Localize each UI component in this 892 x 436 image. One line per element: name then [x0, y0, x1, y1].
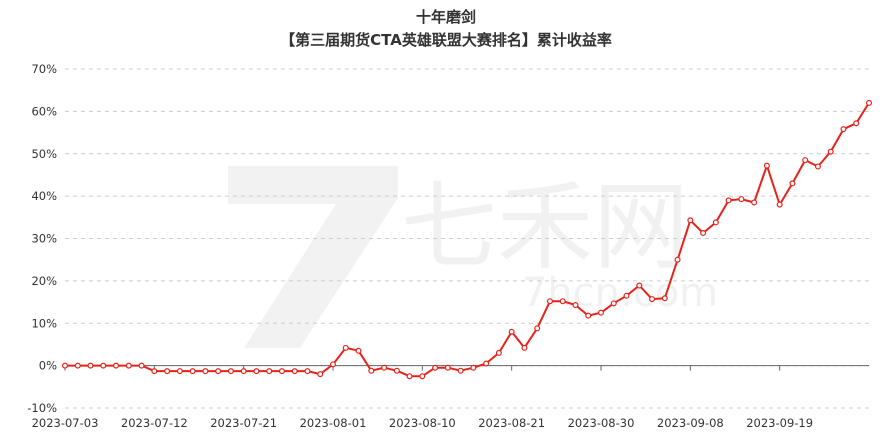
data-point[interactable] — [215, 368, 222, 375]
data-point[interactable] — [636, 282, 643, 289]
data-point[interactable] — [546, 298, 553, 305]
data-point[interactable] — [151, 368, 158, 375]
data-point[interactable] — [802, 157, 809, 164]
series-line — [65, 102, 870, 378]
data-point[interactable] — [712, 219, 719, 226]
data-point[interactable] — [508, 328, 515, 335]
data-point[interactable] — [610, 300, 617, 307]
x-axis: 2023-07-03 2023-07-12 2023-07-21 2023-08-01… — [32, 365, 869, 430]
data-point[interactable] — [381, 364, 388, 371]
data-point[interactable] — [432, 364, 439, 371]
y-tick-label: 20% — [31, 274, 57, 288]
data-point[interactable] — [789, 180, 796, 187]
data-point[interactable] — [534, 325, 541, 332]
data-point[interactable] — [253, 368, 260, 375]
y-tick-label: 30% — [31, 232, 57, 246]
data-point[interactable] — [470, 364, 477, 371]
data-point[interactable] — [700, 229, 707, 236]
data-point[interactable] — [840, 126, 847, 133]
watermark-url: 7hcn.com — [522, 270, 718, 316]
data-point[interactable] — [189, 368, 196, 375]
data-point[interactable] — [125, 362, 132, 369]
data-point[interactable] — [164, 368, 171, 375]
data-point[interactable] — [776, 201, 783, 208]
watermark: 七禾网 7hcn.com — [228, 166, 718, 348]
x-tick-label: 2023-08-30 — [568, 416, 635, 430]
data-point[interactable] — [100, 362, 107, 369]
data-point[interactable] — [738, 196, 745, 203]
x-tick-label: 2023-07-12 — [121, 416, 188, 430]
data-point[interactable] — [240, 368, 247, 375]
data-point[interactable] — [291, 368, 298, 375]
data-point[interactable] — [266, 368, 273, 375]
watermark-logo-icon — [228, 166, 398, 348]
data-point[interactable] — [521, 344, 528, 351]
x-tick-label: 2023-08-10 — [389, 416, 456, 430]
y-tick-label: 40% — [31, 189, 57, 203]
data-point[interactable] — [355, 347, 362, 354]
x-tick-label: 2023-08-21 — [478, 416, 545, 430]
data-point[interactable] — [330, 361, 337, 368]
y-tick-label: 50% — [31, 147, 57, 161]
data-point[interactable] — [419, 373, 426, 380]
chart-title: 十年磨剑 — [416, 8, 476, 26]
data-point[interactable] — [585, 312, 592, 319]
data-point[interactable] — [661, 295, 668, 302]
y-tick-label: 70% — [31, 62, 57, 76]
x-tick-label: 2023-09-19 — [746, 416, 813, 430]
series-cumulative-return — [61, 99, 872, 380]
gridlines — [65, 68, 869, 409]
data-point[interactable] — [202, 368, 209, 375]
data-point[interactable] — [342, 344, 349, 351]
x-tick-label: 2023-07-03 — [32, 416, 99, 430]
data-point[interactable] — [751, 199, 758, 206]
data-point[interactable] — [304, 368, 311, 375]
data-point[interactable] — [393, 367, 400, 374]
x-tick-label: 2023-09-08 — [657, 416, 724, 430]
data-point[interactable] — [559, 298, 566, 305]
data-point[interactable] — [457, 367, 464, 374]
data-point[interactable] — [572, 302, 579, 309]
data-point[interactable] — [623, 292, 630, 299]
data-point[interactable] — [61, 362, 68, 369]
x-tick-label: 2023-07-21 — [210, 416, 277, 430]
y-axis-tick-labels: -10% 0% 10% 20% 30% 40% 50% 60% 70% — [27, 62, 57, 415]
data-point[interactable] — [74, 362, 81, 369]
data-point[interactable] — [138, 362, 145, 369]
y-tick-label: 0% — [39, 359, 57, 373]
data-point[interactable] — [763, 162, 770, 169]
data-point[interactable] — [853, 120, 860, 127]
y-tick-label: 10% — [31, 316, 57, 330]
data-point[interactable] — [444, 364, 451, 371]
data-point[interactable] — [597, 309, 604, 316]
data-point[interactable] — [674, 256, 681, 263]
x-tick-label: 2023-08-01 — [300, 416, 367, 430]
data-point[interactable] — [725, 197, 732, 204]
data-point[interactable] — [227, 368, 234, 375]
y-tick-label: -10% — [27, 401, 57, 415]
chart-subtitle: 【第三届期货CTA英雄联盟大赛排名】累计收益率 — [280, 31, 612, 49]
data-point[interactable] — [317, 371, 324, 378]
y-tick-label: 60% — [31, 104, 57, 118]
data-point[interactable] — [368, 367, 375, 374]
data-point[interactable] — [406, 373, 413, 380]
data-point[interactable] — [814, 163, 821, 170]
data-point[interactable] — [687, 217, 694, 224]
data-point[interactable] — [176, 368, 183, 375]
data-point[interactable] — [495, 349, 502, 356]
watermark-brand: 七禾网 — [401, 171, 689, 283]
data-point[interactable] — [827, 148, 834, 155]
data-point[interactable] — [649, 296, 656, 303]
data-point[interactable] — [865, 99, 872, 106]
data-point[interactable] — [87, 362, 94, 369]
data-point[interactable] — [113, 362, 120, 369]
data-point[interactable] — [278, 368, 285, 375]
data-point[interactable] — [483, 360, 490, 367]
